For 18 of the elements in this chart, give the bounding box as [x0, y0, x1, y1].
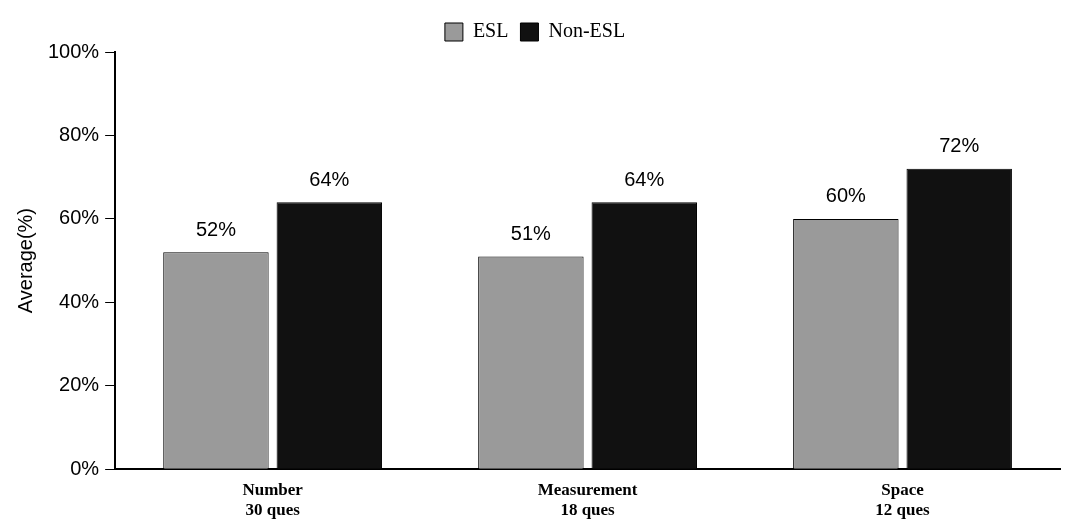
x-tick-label: Number 30 ques [242, 479, 304, 520]
y-tick-label: 40% [59, 289, 100, 312]
y-tick-label: 20% [59, 373, 100, 396]
y-tick-label: 100% [48, 39, 100, 62]
legend-label: ESL [472, 19, 509, 42]
y-tick-label: 0% [70, 456, 100, 479]
text: 52% [195, 217, 236, 240]
y-axis-title: Average(%) [13, 207, 36, 314]
y-tick-label: 80% [59, 122, 100, 145]
text: 64% [624, 167, 665, 190]
text: 60% [825, 184, 866, 207]
x-tick-label: Measurement 18 ques [537, 479, 638, 520]
text: 72% [939, 134, 980, 157]
x-tick-label: Space 12 ques [875, 479, 931, 520]
text: 64% [309, 167, 350, 190]
y-tick-label: 60% [59, 206, 100, 229]
legend-label: Non-ESL [548, 19, 626, 42]
text: 51% [510, 221, 551, 244]
